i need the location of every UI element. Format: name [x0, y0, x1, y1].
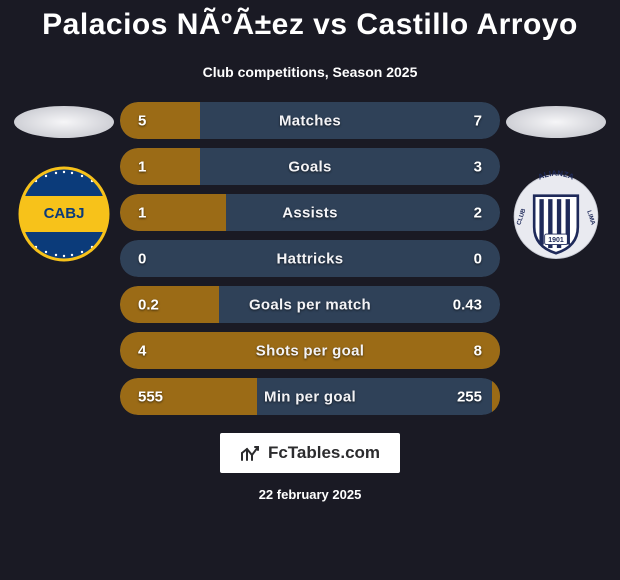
stat-label: Goals [120, 158, 500, 175]
footer-date: 22 february 2025 [259, 487, 362, 502]
stat-label: Hattricks [120, 250, 500, 267]
stat-row: 555255Min per goal [120, 378, 500, 415]
crest-right-year: 1901 [548, 237, 564, 244]
stat-label: Matches [120, 112, 500, 129]
brand-text: FcTables.com [268, 443, 380, 463]
stat-row: 48Shots per goal [120, 332, 500, 369]
boca-juniors-crest-icon: CABJ [16, 166, 112, 262]
right-side-column: ALIANZA CLUB LIMA 1901 [500, 102, 612, 415]
stats-bars-container: 57Matches 13Goals 12Assists 00Hattricks 0.20… [120, 102, 500, 415]
stat-row: 12Assists [120, 194, 500, 231]
stat-row: 0.20.43Goals per match [120, 286, 500, 323]
page-title: Palacios NÃºÃ±ez vs Castillo Arroyo [0, 0, 620, 42]
stat-row: 13Goals [120, 148, 500, 185]
stat-label: Goals per match [120, 296, 500, 313]
left-side-column: CABJ [8, 102, 120, 415]
stat-row: 57Matches [120, 102, 500, 139]
stat-label: Min per goal [120, 388, 500, 405]
alianza-lima-crest-icon: ALIANZA CLUB LIMA 1901 [508, 166, 604, 262]
brand-box: FcTables.com [220, 433, 400, 473]
crest-left-letters: CABJ [44, 205, 85, 222]
stat-label: Assists [120, 204, 500, 221]
stat-row: 00Hattricks [120, 240, 500, 277]
stat-label: Shots per goal [120, 342, 500, 359]
left-player-pedestal [14, 106, 114, 138]
brand-chart-icon [240, 444, 262, 462]
subtitle: Club competitions, Season 2025 [0, 64, 620, 80]
right-player-pedestal [506, 106, 606, 138]
